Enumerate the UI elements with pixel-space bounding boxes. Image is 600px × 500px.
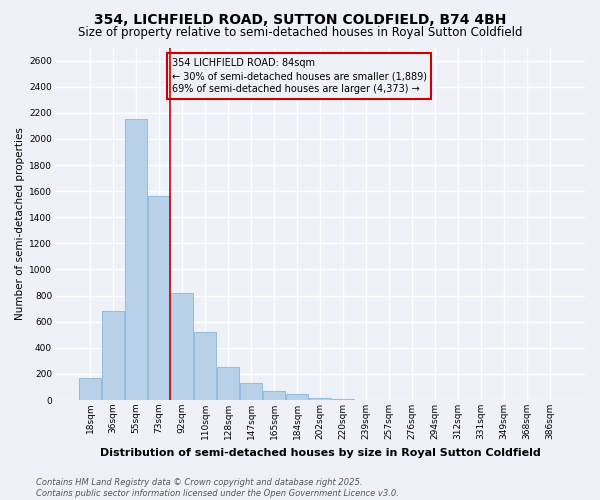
Bar [148, 196, 170, 400]
Text: 354 LICHFIELD ROAD: 84sqm
← 30% of semi-detached houses are smaller (1,889)
69% : 354 LICHFIELD ROAD: 84sqm ← 30% of semi-… [172, 58, 427, 94]
Bar [309, 398, 331, 400]
Bar [171, 293, 193, 400]
Bar [240, 383, 262, 400]
Bar [79, 378, 101, 400]
Y-axis label: Number of semi-detached properties: Number of semi-detached properties [15, 128, 25, 320]
Text: Size of property relative to semi-detached houses in Royal Sutton Coldfield: Size of property relative to semi-detach… [78, 26, 522, 39]
Bar [217, 366, 239, 400]
Bar [263, 391, 285, 400]
Text: Contains HM Land Registry data © Crown copyright and database right 2025.
Contai: Contains HM Land Registry data © Crown c… [36, 478, 399, 498]
Bar [102, 311, 124, 400]
Bar [125, 120, 147, 400]
Bar [286, 394, 308, 400]
Text: 354, LICHFIELD ROAD, SUTTON COLDFIELD, B74 4BH: 354, LICHFIELD ROAD, SUTTON COLDFIELD, B… [94, 12, 506, 26]
Bar [194, 332, 216, 400]
X-axis label: Distribution of semi-detached houses by size in Royal Sutton Coldfield: Distribution of semi-detached houses by … [100, 448, 541, 458]
